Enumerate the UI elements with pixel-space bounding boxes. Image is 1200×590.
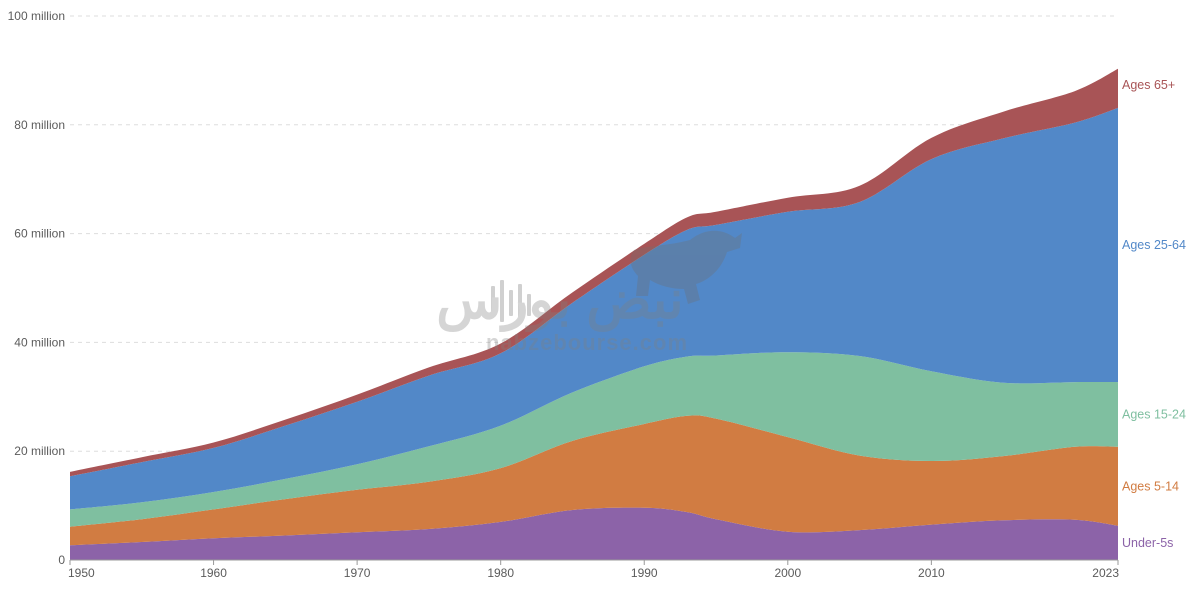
series-label-under-5s: Under-5s bbox=[1122, 536, 1173, 550]
x-tick-label: 2023 bbox=[1092, 566, 1119, 580]
series-label-ages-25-64: Ages 25-64 bbox=[1122, 238, 1186, 252]
area-ages-65- bbox=[70, 68, 1118, 477]
x-tick-label: 2000 bbox=[774, 566, 801, 580]
x-tick-label: 2010 bbox=[918, 566, 945, 580]
x-tick-label: 1970 bbox=[344, 566, 371, 580]
area-ages-15-24 bbox=[70, 352, 1118, 527]
x-tick-label: 1980 bbox=[487, 566, 514, 580]
x-tick-label: 1960 bbox=[200, 566, 227, 580]
y-tick-label: 20 million bbox=[14, 444, 65, 458]
watermark: نبض بورس nabzebourse.com bbox=[436, 230, 742, 355]
y-tick-label: 40 million bbox=[14, 335, 65, 349]
area-under-5s bbox=[70, 507, 1118, 560]
series-label-ages-5-14: Ages 5-14 bbox=[1122, 479, 1179, 493]
series-label-ages-65-: Ages 65+ bbox=[1122, 78, 1175, 92]
area-series bbox=[70, 68, 1118, 560]
y-tick-label: 0 bbox=[58, 553, 65, 567]
series-labels: Under-5s Ages 5-14 Ages 15-24 Ages 25-64 Age… bbox=[1122, 78, 1186, 550]
watermark-url: nabzebourse.com bbox=[486, 330, 688, 355]
y-tick-label: 60 million bbox=[14, 227, 65, 241]
x-tick-label: 1990 bbox=[631, 566, 658, 580]
y-tick-label: 100 million bbox=[8, 9, 65, 23]
bull-logo-icon bbox=[491, 230, 742, 322]
x-tick-label: 1950 bbox=[68, 566, 95, 580]
y-tick-label: 80 million bbox=[14, 118, 65, 132]
series-label-ages-15-24: Ages 15-24 bbox=[1122, 407, 1186, 421]
axes: 0 20 million 40 million 60 million 80 millio… bbox=[8, 9, 1120, 580]
area-ages-25-64 bbox=[70, 107, 1118, 510]
area-ages-5-14 bbox=[70, 415, 1118, 546]
watermark-logo-text: نبض بورس bbox=[436, 270, 683, 333]
